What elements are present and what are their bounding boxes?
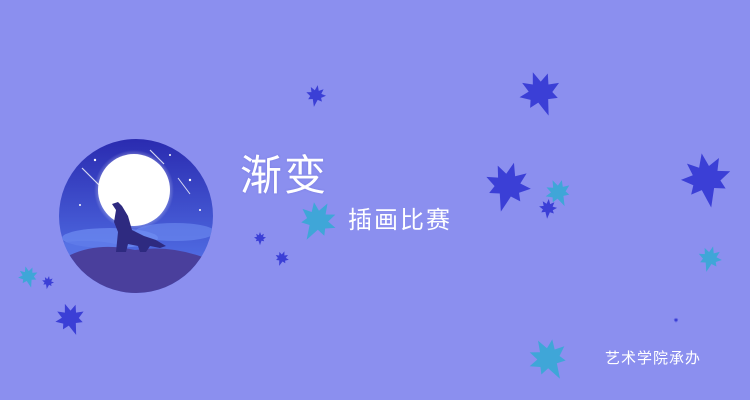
maple-leaf-icon [50, 298, 91, 341]
maple-leaf-icon [520, 330, 578, 389]
maple-leaf-icon [254, 232, 266, 246]
maple-leaf-icon [40, 275, 55, 291]
banner-title: 渐变 [240, 151, 329, 200]
banner-subtitle: 插画比赛 [348, 206, 452, 234]
maple-leaf-icon [677, 149, 736, 212]
maple-leaf-icon [694, 243, 725, 276]
organizer-label: 艺术学院承办 [605, 349, 702, 367]
maple-leaf-icon [272, 249, 291, 269]
maple-leaf-icon [673, 317, 679, 323]
maple-leaf-icon [15, 263, 41, 291]
maple-leaf-icon [513, 65, 569, 123]
wolf-howling-moon-icon [59, 139, 213, 293]
maple-leaf-icon [304, 83, 328, 109]
maple-leaf-icon [478, 156, 537, 218]
maple-leaf-icon [538, 198, 558, 220]
